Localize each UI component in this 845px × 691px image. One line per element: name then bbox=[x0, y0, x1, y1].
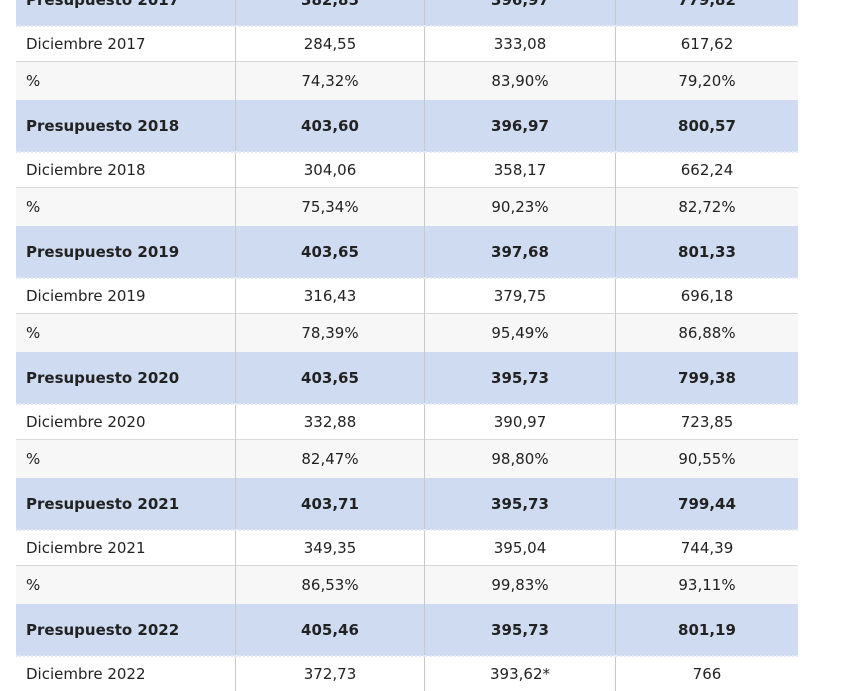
table-row: Presupuesto 2020 403,65 395,73 799,38 bbox=[16, 352, 798, 405]
table-cell: 395,73 bbox=[424, 352, 616, 405]
table-cell: 395,04 bbox=[424, 530, 616, 565]
row-label: Presupuesto 2021 bbox=[16, 478, 236, 531]
table-cell: 372,73 bbox=[235, 656, 425, 691]
table-cell: 74,32% bbox=[235, 61, 425, 100]
table-cell: 779,82 bbox=[615, 0, 798, 27]
table-row: Diciembre 2019 316,43 379,75 696,18 bbox=[16, 278, 798, 313]
row-label: % bbox=[26, 575, 41, 594]
table-row: % 75,34% 90,23% 82,72% bbox=[16, 187, 798, 226]
table-cell: 332,88 bbox=[235, 404, 425, 439]
table-cell: 358,17 bbox=[424, 152, 616, 187]
row-label: Diciembre 2018 bbox=[26, 160, 146, 179]
table-cell: 800,57 bbox=[615, 100, 798, 153]
table-row: Diciembre 2018 304,06 358,17 662,24 bbox=[16, 152, 798, 187]
table-row: % 74,32% 83,90% 79,20% bbox=[16, 61, 798, 100]
row-label: Diciembre 2019 bbox=[26, 286, 146, 305]
table-cell: 396,97 bbox=[424, 0, 616, 27]
row-label: % bbox=[26, 71, 41, 90]
table-cell: 397,68 bbox=[424, 226, 616, 279]
row-label: % bbox=[26, 197, 41, 216]
row-label: % bbox=[26, 323, 41, 342]
table-cell: 396,97 bbox=[424, 100, 616, 153]
table-cell: 78,39% bbox=[235, 313, 425, 352]
table-cell: 98,80% bbox=[424, 439, 616, 478]
table-cell: 801,19 bbox=[615, 604, 798, 657]
table-row: Diciembre 2020 332,88 390,97 723,85 bbox=[16, 404, 798, 439]
table-cell: 95,49% bbox=[424, 313, 616, 352]
table-cell: 662,24 bbox=[615, 152, 798, 187]
table-cell: 79,20% bbox=[615, 61, 798, 100]
table-cell: 379,75 bbox=[424, 278, 616, 313]
table-cell: 403,60 bbox=[235, 100, 425, 153]
row-label: Presupuesto 2018 bbox=[16, 100, 236, 153]
table-cell: 799,38 bbox=[615, 352, 798, 405]
table-cell: 766 bbox=[615, 656, 798, 691]
table-row: % 86,53% 99,83% 93,11% bbox=[16, 565, 798, 604]
table-cell: 75,34% bbox=[235, 187, 425, 226]
table-cell: 799,44 bbox=[615, 478, 798, 531]
row-label: Diciembre 2021 bbox=[26, 538, 146, 557]
table-row: Diciembre 2021 349,35 395,04 744,39 bbox=[16, 530, 798, 565]
table-row: % 78,39% 95,49% 86,88% bbox=[16, 313, 798, 352]
table-cell: 393,62* bbox=[424, 656, 616, 691]
table-cell: 744,39 bbox=[615, 530, 798, 565]
table-cell: 723,85 bbox=[615, 404, 798, 439]
row-label: Presupuesto 2020 bbox=[16, 352, 236, 405]
table-cell: 395,73 bbox=[424, 604, 616, 657]
table-row: Diciembre 2022 372,73 393,62* 766 bbox=[16, 656, 798, 691]
table-cell: 333,08 bbox=[424, 26, 616, 61]
table-row: Presupuesto 2017382,85396,97779,82 bbox=[16, 0, 798, 27]
table-row: Presupuesto 2021 403,71 395,73 799,44 bbox=[16, 478, 798, 531]
table-row: % 82,47% 98,80% 90,55% bbox=[16, 439, 798, 478]
table-row: Diciembre 2017 284,55 333,08 617,62 bbox=[16, 26, 798, 61]
table-cell: 403,65 bbox=[235, 352, 425, 405]
table-cell: 83,90% bbox=[424, 61, 616, 100]
table-cell: 90,23% bbox=[424, 187, 616, 226]
table-cell: 801,33 bbox=[615, 226, 798, 279]
table-cell: 403,71 bbox=[235, 478, 425, 531]
table-cell: 86,53% bbox=[235, 565, 425, 604]
row-label: Diciembre 2020 bbox=[26, 412, 146, 431]
row-label: Presupuesto 2019 bbox=[16, 226, 236, 279]
table-cell: 304,06 bbox=[235, 152, 425, 187]
table-row: Presupuesto 2022 405,46 395,73 801,19 bbox=[16, 604, 798, 657]
table-cell: 382,85 bbox=[235, 0, 425, 27]
row-label: Diciembre 2022 bbox=[26, 665, 146, 683]
table-cell: 403,65 bbox=[235, 226, 425, 279]
table-cell: 395,73 bbox=[424, 478, 616, 531]
data-table: Presupuesto 2017382,85396,97779,82Diciem… bbox=[16, 0, 798, 691]
row-label: Presupuesto 2022 bbox=[16, 604, 236, 657]
table-cell: 82,47% bbox=[235, 439, 425, 478]
table-cell: 390,97 bbox=[424, 404, 616, 439]
row-label: % bbox=[26, 449, 41, 468]
table-cell: 617,62 bbox=[615, 26, 798, 61]
table-cell: 349,35 bbox=[235, 530, 425, 565]
table-cell: 405,46 bbox=[235, 604, 425, 657]
table-cell: 82,72% bbox=[615, 187, 798, 226]
table-cell: 90,55% bbox=[615, 439, 798, 478]
table-cell: 99,83% bbox=[424, 565, 616, 604]
row-label: Diciembre 2017 bbox=[26, 34, 146, 53]
table-cell: 93,11% bbox=[615, 565, 798, 604]
row-label: Presupuesto 2017 bbox=[16, 0, 236, 27]
table-cell: 316,43 bbox=[235, 278, 425, 313]
table-cell: 696,18 bbox=[615, 278, 798, 313]
table-cell: 86,88% bbox=[615, 313, 798, 352]
table-cell: 284,55 bbox=[235, 26, 425, 61]
table-row: Presupuesto 2018 403,60 396,97 800,57 bbox=[16, 100, 798, 153]
table-row: Presupuesto 2019 403,65 397,68 801,33 bbox=[16, 226, 798, 279]
